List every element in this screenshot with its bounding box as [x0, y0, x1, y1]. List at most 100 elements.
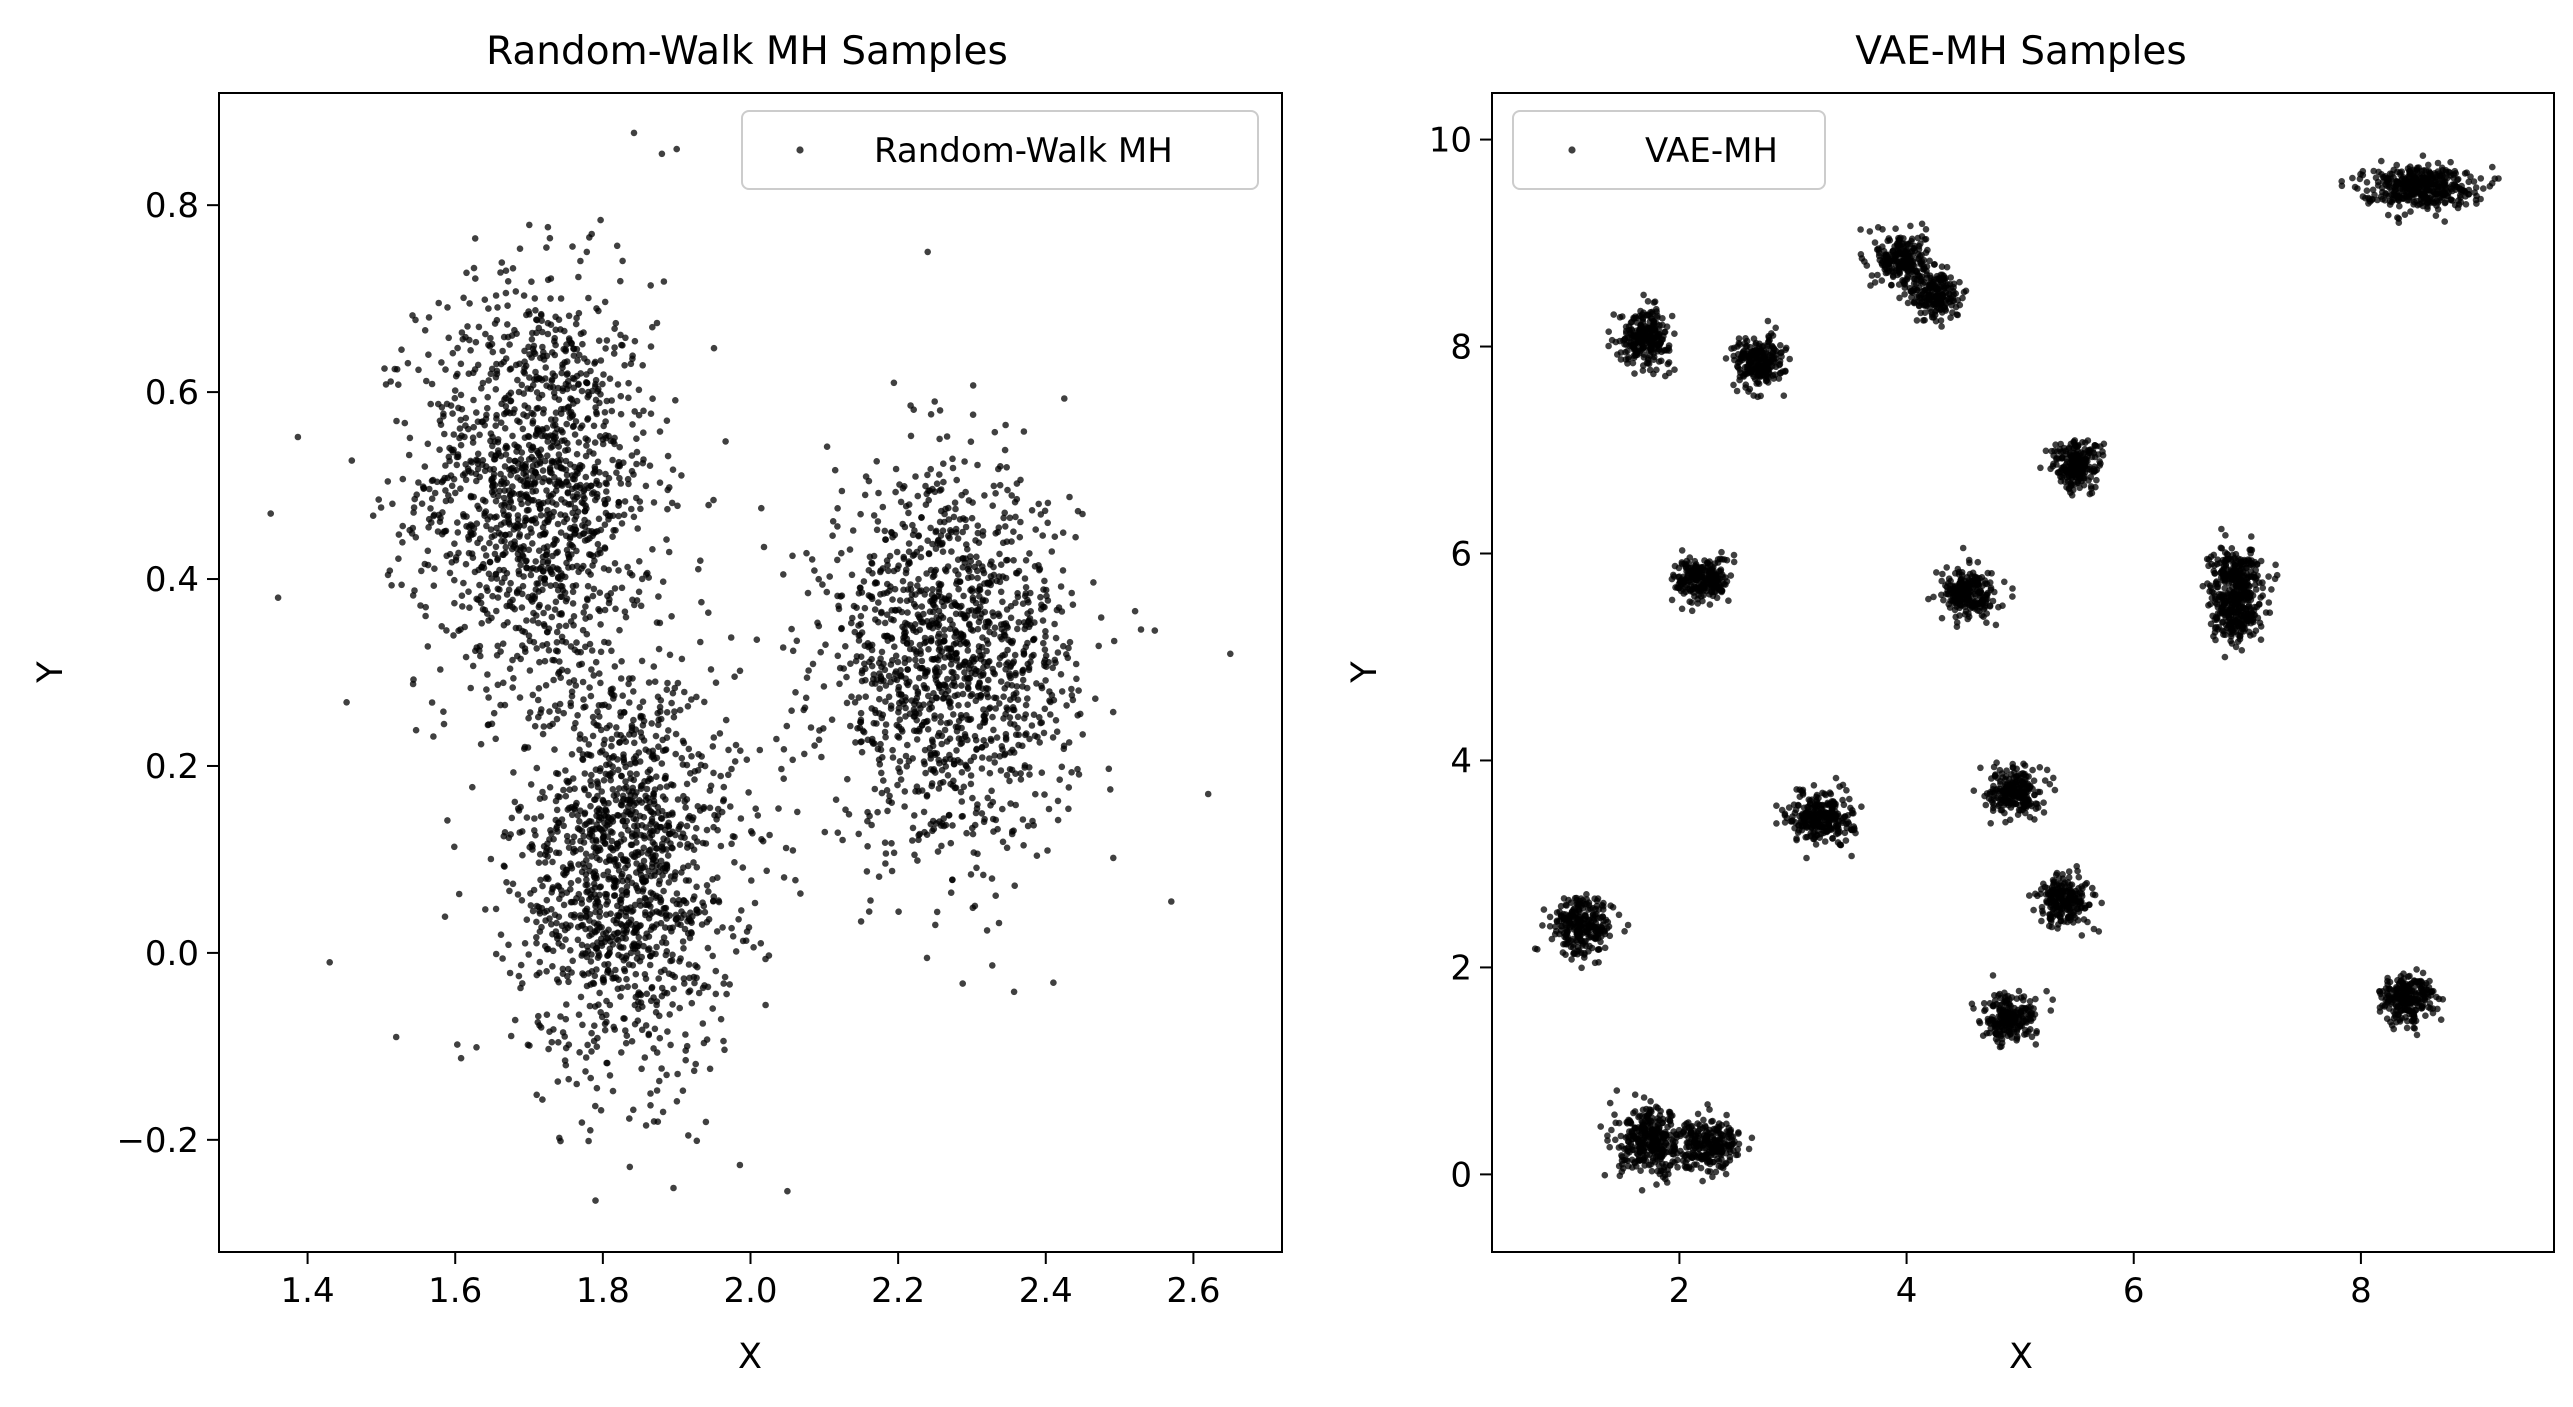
data-point	[603, 397, 611, 405]
data-point	[417, 602, 424, 609]
data-point	[962, 523, 970, 531]
data-point	[624, 563, 631, 571]
data-point	[731, 673, 738, 680]
data-point	[588, 666, 595, 673]
data-point	[467, 347, 474, 354]
data-point	[563, 546, 571, 554]
data-point	[636, 865, 643, 872]
data-point	[596, 433, 604, 440]
data-point	[395, 555, 402, 562]
data-point	[546, 468, 554, 476]
data-point	[595, 1001, 602, 1008]
data-point	[521, 358, 528, 366]
data-point	[926, 608, 934, 615]
data-point	[1019, 742, 1026, 750]
data-point	[902, 502, 910, 510]
data-point	[882, 633, 889, 640]
data-point	[867, 897, 874, 904]
data-point	[610, 692, 618, 699]
data-point	[1024, 660, 1032, 668]
data-point	[613, 731, 621, 738]
data-point	[538, 312, 545, 319]
data-point	[599, 440, 607, 448]
data-point	[412, 534, 420, 541]
data-point	[1042, 652, 1050, 659]
data-point	[604, 960, 612, 968]
data-point	[778, 765, 785, 773]
data-point	[592, 1197, 599, 1204]
data-point	[604, 868, 612, 875]
data-point	[657, 697, 665, 704]
data-point	[546, 708, 553, 715]
data-point	[559, 465, 567, 472]
data-point	[1889, 272, 1897, 279]
data-point	[523, 814, 531, 821]
data-point	[820, 725, 827, 732]
data-point	[939, 548, 947, 555]
data-point	[1645, 324, 1652, 332]
data-point	[568, 811, 576, 819]
data-point	[659, 793, 667, 800]
data-point	[546, 784, 554, 791]
data-point	[729, 933, 737, 940]
data-point	[958, 798, 966, 805]
data-point	[458, 592, 466, 599]
data-point	[1918, 220, 1926, 228]
data-point	[672, 397, 679, 404]
data-point	[625, 379, 632, 387]
data-point	[586, 1002, 594, 1010]
data-point	[630, 716, 637, 724]
data-point	[626, 569, 634, 577]
data-point	[950, 777, 957, 785]
data-point	[421, 327, 429, 334]
data-point	[485, 377, 493, 384]
data-point	[532, 558, 539, 565]
data-point	[685, 814, 692, 822]
data-point	[633, 770, 640, 778]
data-point	[1857, 226, 1864, 233]
data-point	[1605, 342, 1612, 350]
data-point	[1014, 713, 1022, 721]
data-point	[580, 696, 587, 703]
data-point	[562, 936, 569, 943]
data-point	[1110, 854, 1117, 862]
data-point	[592, 358, 599, 366]
data-point	[915, 701, 923, 709]
data-point	[628, 505, 635, 513]
data-point	[579, 340, 586, 348]
data-point	[946, 625, 954, 633]
data-point	[591, 463, 599, 471]
data-point	[381, 365, 388, 372]
data-point	[784, 1187, 791, 1195]
data-point	[504, 408, 511, 415]
data-point	[885, 672, 893, 680]
data-point	[500, 566, 508, 574]
data-point	[634, 991, 642, 998]
data-point	[608, 837, 616, 845]
data-point	[905, 540, 913, 547]
data-point	[1863, 262, 1871, 269]
data-point	[426, 485, 433, 493]
data-point	[573, 482, 581, 490]
data-point	[527, 596, 535, 603]
data-point	[881, 839, 889, 846]
data-point	[658, 150, 666, 158]
data-point	[941, 654, 949, 661]
data-point	[422, 612, 429, 620]
data-point	[558, 593, 565, 600]
data-point	[563, 385, 571, 393]
data-point	[463, 513, 470, 520]
data-point	[663, 734, 671, 741]
data-point	[856, 724, 864, 731]
data-point	[585, 568, 592, 575]
data-point	[614, 842, 622, 850]
data-point	[896, 758, 904, 765]
data-point	[1109, 708, 1117, 716]
data-point	[993, 734, 1001, 741]
y-tick-label: 0.8	[145, 186, 199, 226]
data-point	[584, 393, 591, 401]
data-point	[1065, 644, 1072, 652]
data-point	[640, 813, 648, 821]
data-point	[649, 323, 656, 331]
data-point	[650, 755, 658, 763]
